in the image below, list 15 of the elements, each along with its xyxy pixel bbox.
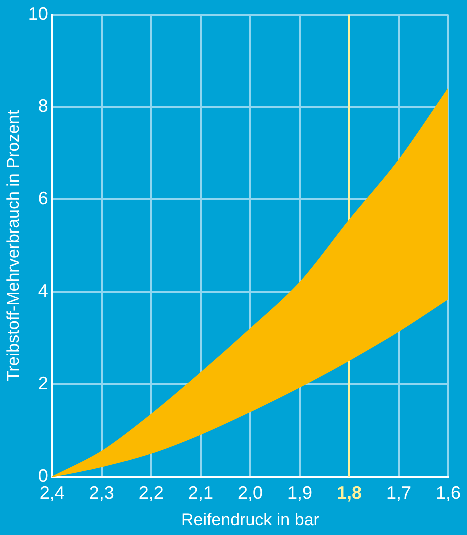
x-tick-label: 2,3 [89,482,114,503]
x-tick-label: 2,1 [188,482,214,503]
y-axis-title: Treibstoff-Mehrverbrauch in Prozent [4,110,23,382]
y-tick-label: 2 [38,374,48,394]
y-tick-label: 10 [28,4,48,24]
y-tick-label: 6 [38,188,48,209]
y-tick-label: 4 [38,281,48,302]
x-tick-label: 1,9 [287,482,312,503]
y-tick-label: 8 [38,96,48,116]
x-tick-label: 2,0 [238,482,263,503]
x-tick-label: 2,2 [138,482,164,503]
x-tick-label: 1,6 [436,482,462,503]
x-tick-label: 1,7 [386,482,412,503]
x-tick-label: 1,8 [336,482,362,503]
x-axis-title: Reifendruck in bar [181,510,320,530]
